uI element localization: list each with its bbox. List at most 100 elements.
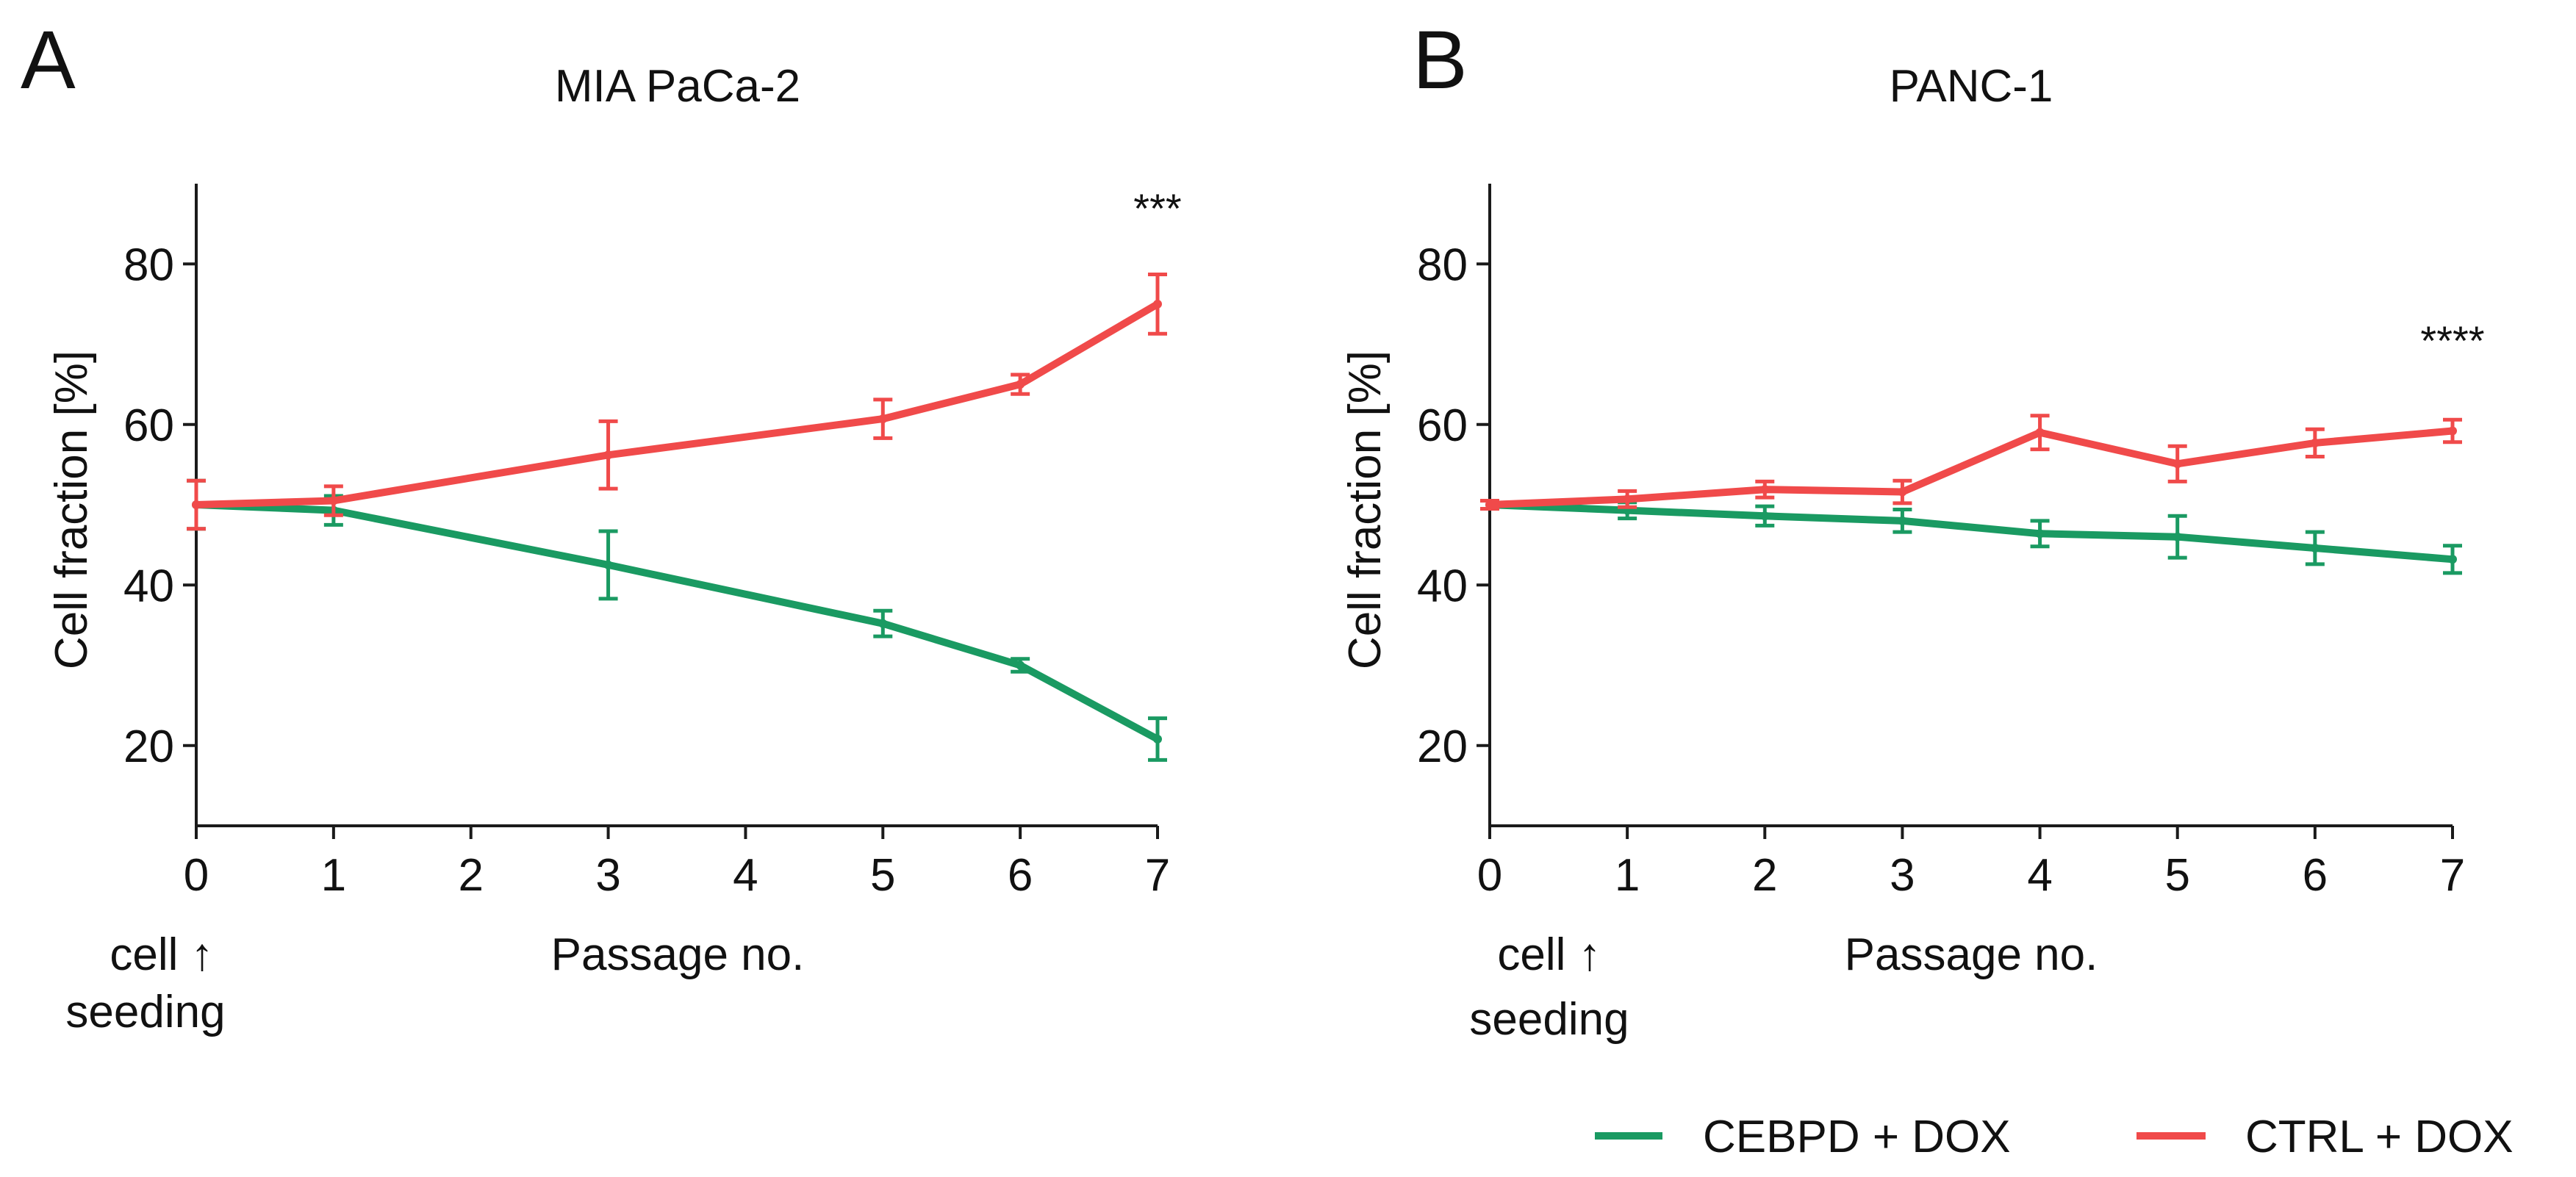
x-ticks: 0 1 2 3 4 5 6 7 bbox=[1477, 826, 2465, 901]
x-tick-label: 6 bbox=[2303, 850, 2328, 901]
chart-title: PANC-1 bbox=[1890, 61, 2053, 112]
x-tick-label: 4 bbox=[733, 850, 758, 901]
y-tick-label: 60 bbox=[123, 400, 174, 451]
x-tick-label: 4 bbox=[2027, 850, 2052, 901]
error-bar bbox=[1618, 489, 1637, 509]
y-axis-label: Cell fraction [%] bbox=[1340, 350, 1391, 669]
x-tick-label: 1 bbox=[1615, 850, 1640, 901]
error-bar bbox=[1755, 504, 1775, 528]
series-cebpd-dox bbox=[187, 478, 1167, 762]
error-bar bbox=[1011, 372, 1030, 396]
error-bar bbox=[2305, 427, 2325, 458]
y-tick-label: 40 bbox=[1417, 561, 1468, 611]
y-ticks: 20 40 60 80 bbox=[123, 240, 196, 772]
y-tick-label: 40 bbox=[123, 561, 174, 611]
error-bar bbox=[2443, 417, 2462, 444]
x-tick-label: 5 bbox=[870, 850, 895, 901]
error-bar bbox=[1755, 479, 1775, 500]
error-bar bbox=[2167, 444, 2187, 483]
seeding-note-line2: seeding bbox=[1469, 994, 1629, 1045]
panel-b: B PANC-1 Cell fraction [%] Passage no. c… bbox=[1340, 14, 2485, 1045]
panel-label: B bbox=[1413, 14, 1468, 106]
data-point bbox=[1153, 299, 1162, 309]
error-bar bbox=[2030, 414, 2050, 452]
error-bar bbox=[2443, 544, 2462, 575]
x-tick-label: 5 bbox=[2164, 850, 2189, 901]
data-point bbox=[2173, 532, 2182, 541]
data-point bbox=[2035, 428, 2045, 437]
error-bar bbox=[1480, 499, 1499, 511]
x-tick-label: 7 bbox=[1145, 850, 1170, 901]
error-bar bbox=[1148, 272, 1167, 336]
legend-label-cebpd: CEBPD + DOX bbox=[1703, 1112, 2011, 1162]
x-axis-label: Passage no. bbox=[1845, 929, 2098, 980]
data-point bbox=[1623, 494, 1632, 504]
x-tick-label: 1 bbox=[321, 850, 346, 901]
data-point bbox=[2448, 555, 2457, 564]
series-group bbox=[187, 272, 1167, 762]
seeding-note-line1: cell ↑ bbox=[110, 929, 213, 980]
significance-marker: *** bbox=[1133, 185, 1181, 231]
error-bar bbox=[598, 419, 618, 491]
error-bar bbox=[1892, 478, 1912, 505]
data-point bbox=[1016, 380, 1025, 389]
data-point bbox=[2035, 529, 2045, 539]
y-tick-label: 60 bbox=[1417, 400, 1468, 451]
panel-a: A MIA PaCa-2 Cell fraction [%] Passage n… bbox=[21, 14, 1182, 1037]
seeding-note-line2: seeding bbox=[65, 987, 225, 1037]
legend-label-ctrl: CTRL + DOX bbox=[2245, 1112, 2514, 1162]
data-point bbox=[2173, 459, 2182, 469]
error-bar bbox=[873, 608, 893, 638]
x-tick-label: 0 bbox=[1477, 850, 1502, 901]
series-line bbox=[1486, 501, 2456, 564]
x-tick-label: 2 bbox=[458, 850, 483, 901]
data-point bbox=[1016, 661, 1025, 670]
data-point bbox=[2310, 438, 2320, 447]
x-tick-label: 0 bbox=[184, 850, 209, 901]
error-bar bbox=[1148, 716, 1167, 762]
series-line bbox=[1486, 427, 2456, 508]
data-point bbox=[1760, 485, 1770, 494]
data-point bbox=[1898, 516, 1907, 525]
error-bar bbox=[598, 529, 618, 601]
x-tick-label: 3 bbox=[595, 850, 620, 901]
data-point bbox=[603, 560, 613, 569]
x-tick-label: 6 bbox=[1008, 850, 1033, 901]
x-tick-label: 7 bbox=[2440, 850, 2465, 901]
error-bar bbox=[2167, 514, 2187, 560]
data-point bbox=[1760, 511, 1770, 521]
data-point bbox=[2448, 426, 2457, 436]
x-tick-label: 3 bbox=[1890, 850, 1915, 901]
data-point bbox=[1898, 487, 1907, 497]
chart-title: MIA PaCa-2 bbox=[555, 61, 800, 112]
series-line bbox=[193, 300, 1161, 508]
series-line bbox=[193, 501, 1161, 743]
series-ctrl-dox bbox=[187, 272, 1167, 531]
significance-marker: **** bbox=[2420, 317, 2484, 364]
panel-label: A bbox=[21, 14, 76, 106]
legend: CEBPD + DOX CTRL + DOX bbox=[1595, 1112, 2514, 1162]
seeding-note-line1: cell ↑ bbox=[1497, 929, 1601, 980]
data-point bbox=[878, 619, 888, 628]
y-axis-label: Cell fraction [%] bbox=[46, 350, 97, 669]
error-bar bbox=[323, 484, 343, 517]
data-point bbox=[1153, 735, 1162, 744]
y-ticks: 20 40 60 80 bbox=[1417, 240, 1490, 772]
series-ctrl-dox bbox=[1480, 414, 2462, 511]
y-tick-label: 20 bbox=[123, 721, 174, 772]
error-bar bbox=[873, 397, 893, 440]
data-point bbox=[329, 496, 338, 505]
error-bar bbox=[1892, 508, 1912, 534]
data-point bbox=[603, 450, 613, 460]
x-axis-label: Passage no. bbox=[551, 929, 805, 980]
x-tick-label: 2 bbox=[1752, 850, 1777, 901]
error-bar bbox=[2030, 519, 2050, 549]
series-group bbox=[1480, 414, 2462, 575]
y-tick-label: 80 bbox=[123, 240, 174, 290]
error-bar bbox=[1011, 657, 1030, 674]
series-cebpd-dox bbox=[1480, 499, 2462, 575]
data-point bbox=[1485, 500, 1494, 509]
data-point bbox=[192, 500, 201, 509]
y-tick-label: 80 bbox=[1417, 240, 1468, 290]
